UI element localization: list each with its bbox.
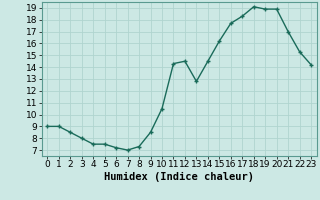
X-axis label: Humidex (Indice chaleur): Humidex (Indice chaleur) <box>104 172 254 182</box>
